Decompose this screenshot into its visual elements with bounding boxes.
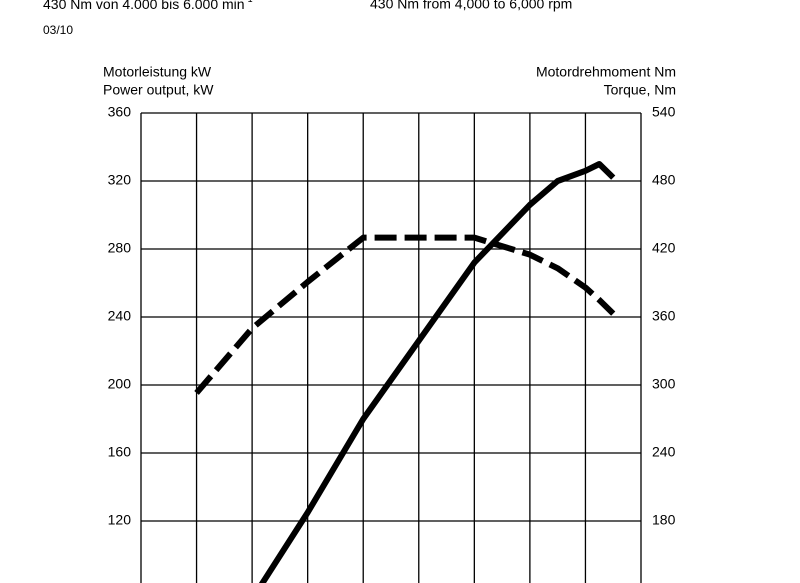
y-tick-label: 360 (108, 104, 132, 120)
note-en: 430 Nm from 4,000 to 6,000 rpm (370, 0, 572, 12)
y-tick-label: 280 (108, 240, 132, 256)
y-tick-label: 200 (108, 376, 132, 392)
note-de: 430 Nm von 4.000 bis 6.000 min-1 (43, 0, 253, 12)
y2-tick-label: 360 (652, 308, 676, 324)
y2-tick-label: 300 (652, 376, 676, 392)
y2-tick-label: 540 (652, 104, 676, 120)
y2-axis-label: Motordrehmoment Nm (536, 64, 676, 80)
y-tick-label: 320 (108, 172, 132, 188)
y2-tick-label: 120 (652, 580, 676, 583)
y2-tick-label: 240 (652, 444, 676, 460)
data-line (194, 234, 616, 395)
note-de-sup: -1 (245, 0, 253, 4)
y-axis-label: Power output, kW (103, 82, 214, 98)
data-line (258, 161, 616, 583)
y-tick-label: 120 (108, 512, 132, 528)
note-de-text: 430 Nm von 4.000 bis 6.000 min (43, 0, 245, 12)
y2-axis-label: Torque, Nm (604, 82, 676, 98)
y-tick-label: 240 (108, 308, 132, 324)
date-code: 03/10 (43, 23, 73, 37)
y-axis-label: Motorleistung kW (103, 64, 212, 80)
y2-tick-label: 480 (652, 172, 676, 188)
y2-tick-label: 420 (652, 240, 676, 256)
y-tick-label: 80 (115, 580, 131, 583)
y2-tick-label: 180 (652, 512, 676, 528)
y-tick-label: 160 (108, 444, 132, 460)
